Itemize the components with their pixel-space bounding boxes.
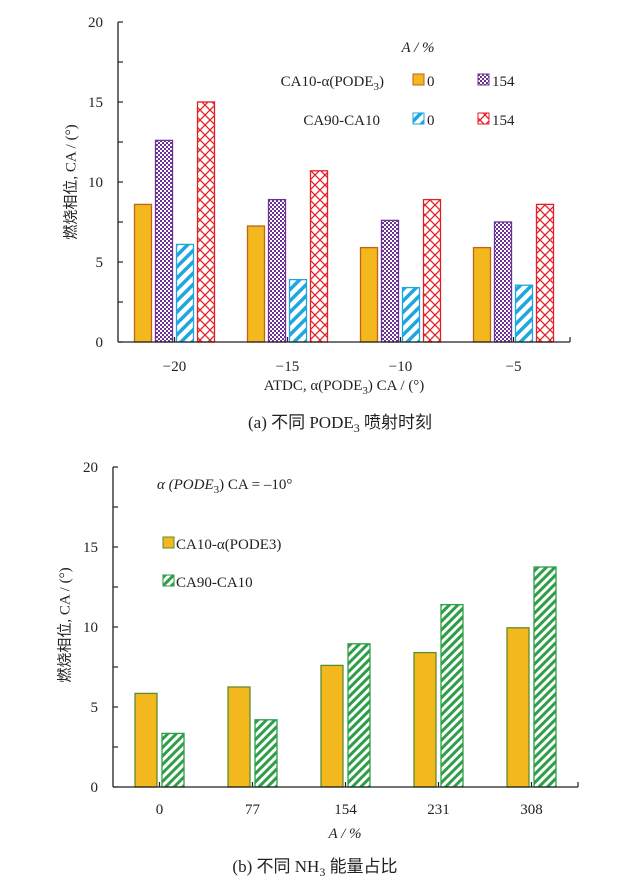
bar <box>440 603 464 788</box>
y-tick-label: 10 <box>88 175 103 191</box>
bar <box>506 627 530 788</box>
y-axis-label: 燃烧相位, CA / (°) <box>55 567 73 682</box>
bar <box>380 219 400 343</box>
legend-group-label: CA10-α(PODE3) <box>281 74 384 93</box>
bar <box>413 651 437 788</box>
bar <box>422 198 442 343</box>
legend-item: CA10-α(PODE3) <box>176 537 281 553</box>
legend-item: 154 <box>492 113 515 129</box>
bar <box>533 566 557 788</box>
x-tick-label: 308 <box>520 802 543 818</box>
y-tick-label: 20 <box>83 460 98 476</box>
legend-swatch <box>477 112 490 125</box>
x-tick-label: −5 <box>506 359 522 375</box>
bar <box>254 719 278 788</box>
legend-swatch <box>477 73 490 86</box>
x-axis-label: ATDC, α(PODE3) CA / (°) <box>264 378 425 397</box>
legend-swatch <box>162 536 175 549</box>
legend-group-label: CA90-CA10 <box>303 113 380 129</box>
bar <box>161 732 185 788</box>
y-tick-label: 15 <box>83 540 98 556</box>
bar <box>246 225 266 343</box>
legend-swatch <box>162 574 175 587</box>
bar <box>154 139 174 343</box>
bar <box>347 643 371 788</box>
bar <box>196 101 216 343</box>
legend-item: 0 <box>427 113 435 129</box>
legend-item: CA90-CA10 <box>176 575 253 591</box>
bar <box>267 198 287 343</box>
y-tick-label: 10 <box>83 620 98 636</box>
bar <box>514 284 534 343</box>
legend: A / % CA10-α(PODE3) CA90-CA10 0 154 0 15… <box>281 40 515 129</box>
y-tick-label: 15 <box>88 95 103 111</box>
bar <box>227 686 251 788</box>
legend-title: A / % <box>400 40 434 56</box>
bar <box>175 243 195 343</box>
bar <box>288 278 308 343</box>
y-tick-label: 20 <box>88 15 103 31</box>
x-tick-label: −20 <box>163 359 186 375</box>
legend-swatch <box>412 112 425 125</box>
bar <box>359 246 379 343</box>
y-axis-label: 燃烧相位, CA / (°) <box>61 124 79 239</box>
y-tick-label: 0 <box>91 780 99 796</box>
x-tick-label: −15 <box>276 359 299 375</box>
x-tick-label: 77 <box>245 802 261 818</box>
panel-b: 燃烧相位, CA / (°) 0 5 10 15 20 0 77 154 231 308 A / … <box>55 460 579 879</box>
bar <box>133 203 153 343</box>
legend: CA10-α(PODE3) CA90-CA10 <box>162 536 281 591</box>
x-tick-label: 231 <box>427 802 450 818</box>
x-axis-label: A / % <box>327 826 361 842</box>
x-tick-label: 0 <box>156 802 164 818</box>
bar <box>535 203 555 343</box>
x-tick-label: 154 <box>334 802 357 818</box>
panel-a: 燃烧相位, CA / (°) 0 5 10 15 20 −20 −15 −10 −5 ATDC,… <box>61 15 571 435</box>
bar <box>493 221 513 343</box>
bar <box>320 664 344 788</box>
bar <box>472 246 492 343</box>
bar <box>134 692 158 788</box>
y-tick-label: 5 <box>91 700 99 716</box>
x-tick-label: −10 <box>389 359 412 375</box>
caption-a: (a) 不同 PODE3 喷射时刻 <box>248 413 432 435</box>
y-tick-label: 5 <box>96 255 104 271</box>
legend-item: 154 <box>492 74 515 90</box>
annotation: α (PODE3) CA = –10° <box>157 477 292 496</box>
bar <box>309 170 329 343</box>
legend-item: 0 <box>427 74 435 90</box>
bar <box>401 286 421 343</box>
legend-swatch <box>412 73 425 86</box>
y-tick-label: 0 <box>96 335 104 351</box>
caption-b: (b) 不同 NH3 能量占比 <box>232 857 397 879</box>
